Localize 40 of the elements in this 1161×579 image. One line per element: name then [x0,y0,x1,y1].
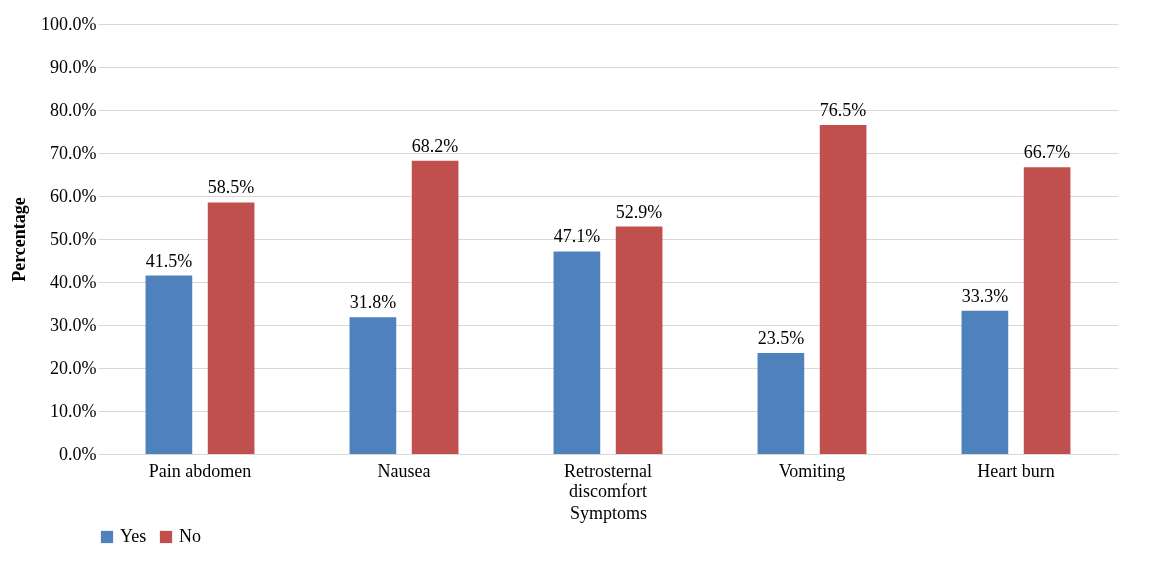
bar [757,352,805,454]
y-tick-label: 70.0% [50,142,97,163]
y-tick-label: 10.0% [50,400,97,421]
x-tick-label: Retrosternal discomfort [564,460,652,501]
bar [411,160,459,454]
legend-label: Yes [120,526,147,546]
x-axis-title: Symptoms [569,502,648,523]
y-tick-label: 100.0% [41,13,97,34]
y-axis-title: Percentage [9,197,30,282]
data-label: 68.2% [411,135,459,156]
x-tick-label: Nausea [377,460,431,481]
data-label: 23.5% [757,327,805,348]
y-tick-label: 0.0% [59,443,97,464]
x-tick-label: Vomiting [778,460,846,481]
data-label: 58.5% [207,177,255,198]
data-label: 41.5% [145,250,193,271]
y-tick-label: 20.0% [50,357,97,378]
data-label: 47.1% [553,226,601,247]
data-label: 76.5% [819,100,867,121]
bar [819,125,867,454]
bar [207,202,255,454]
y-tick-label: 60.0% [50,185,97,206]
bar [961,310,1009,454]
data-label: 33.3% [961,285,1009,306]
bar [1023,167,1071,454]
bar [553,251,601,454]
bar [349,317,397,454]
data-label: 66.7% [1023,142,1071,163]
y-tick-label: 30.0% [50,314,97,335]
data-label: 52.9% [615,201,663,222]
bar [615,226,663,454]
y-tick-label: 40.0% [50,271,97,292]
y-tick-label: 80.0% [50,99,97,120]
y-tick-label: 90.0% [50,56,97,77]
bar [145,275,193,454]
x-tick-label: Pain abdomen [148,460,252,481]
legend-label: No [179,526,201,546]
data-label: 31.8% [349,292,397,313]
y-tick-label: 50.0% [50,228,97,249]
x-tick-label: Heart burn [977,460,1055,481]
